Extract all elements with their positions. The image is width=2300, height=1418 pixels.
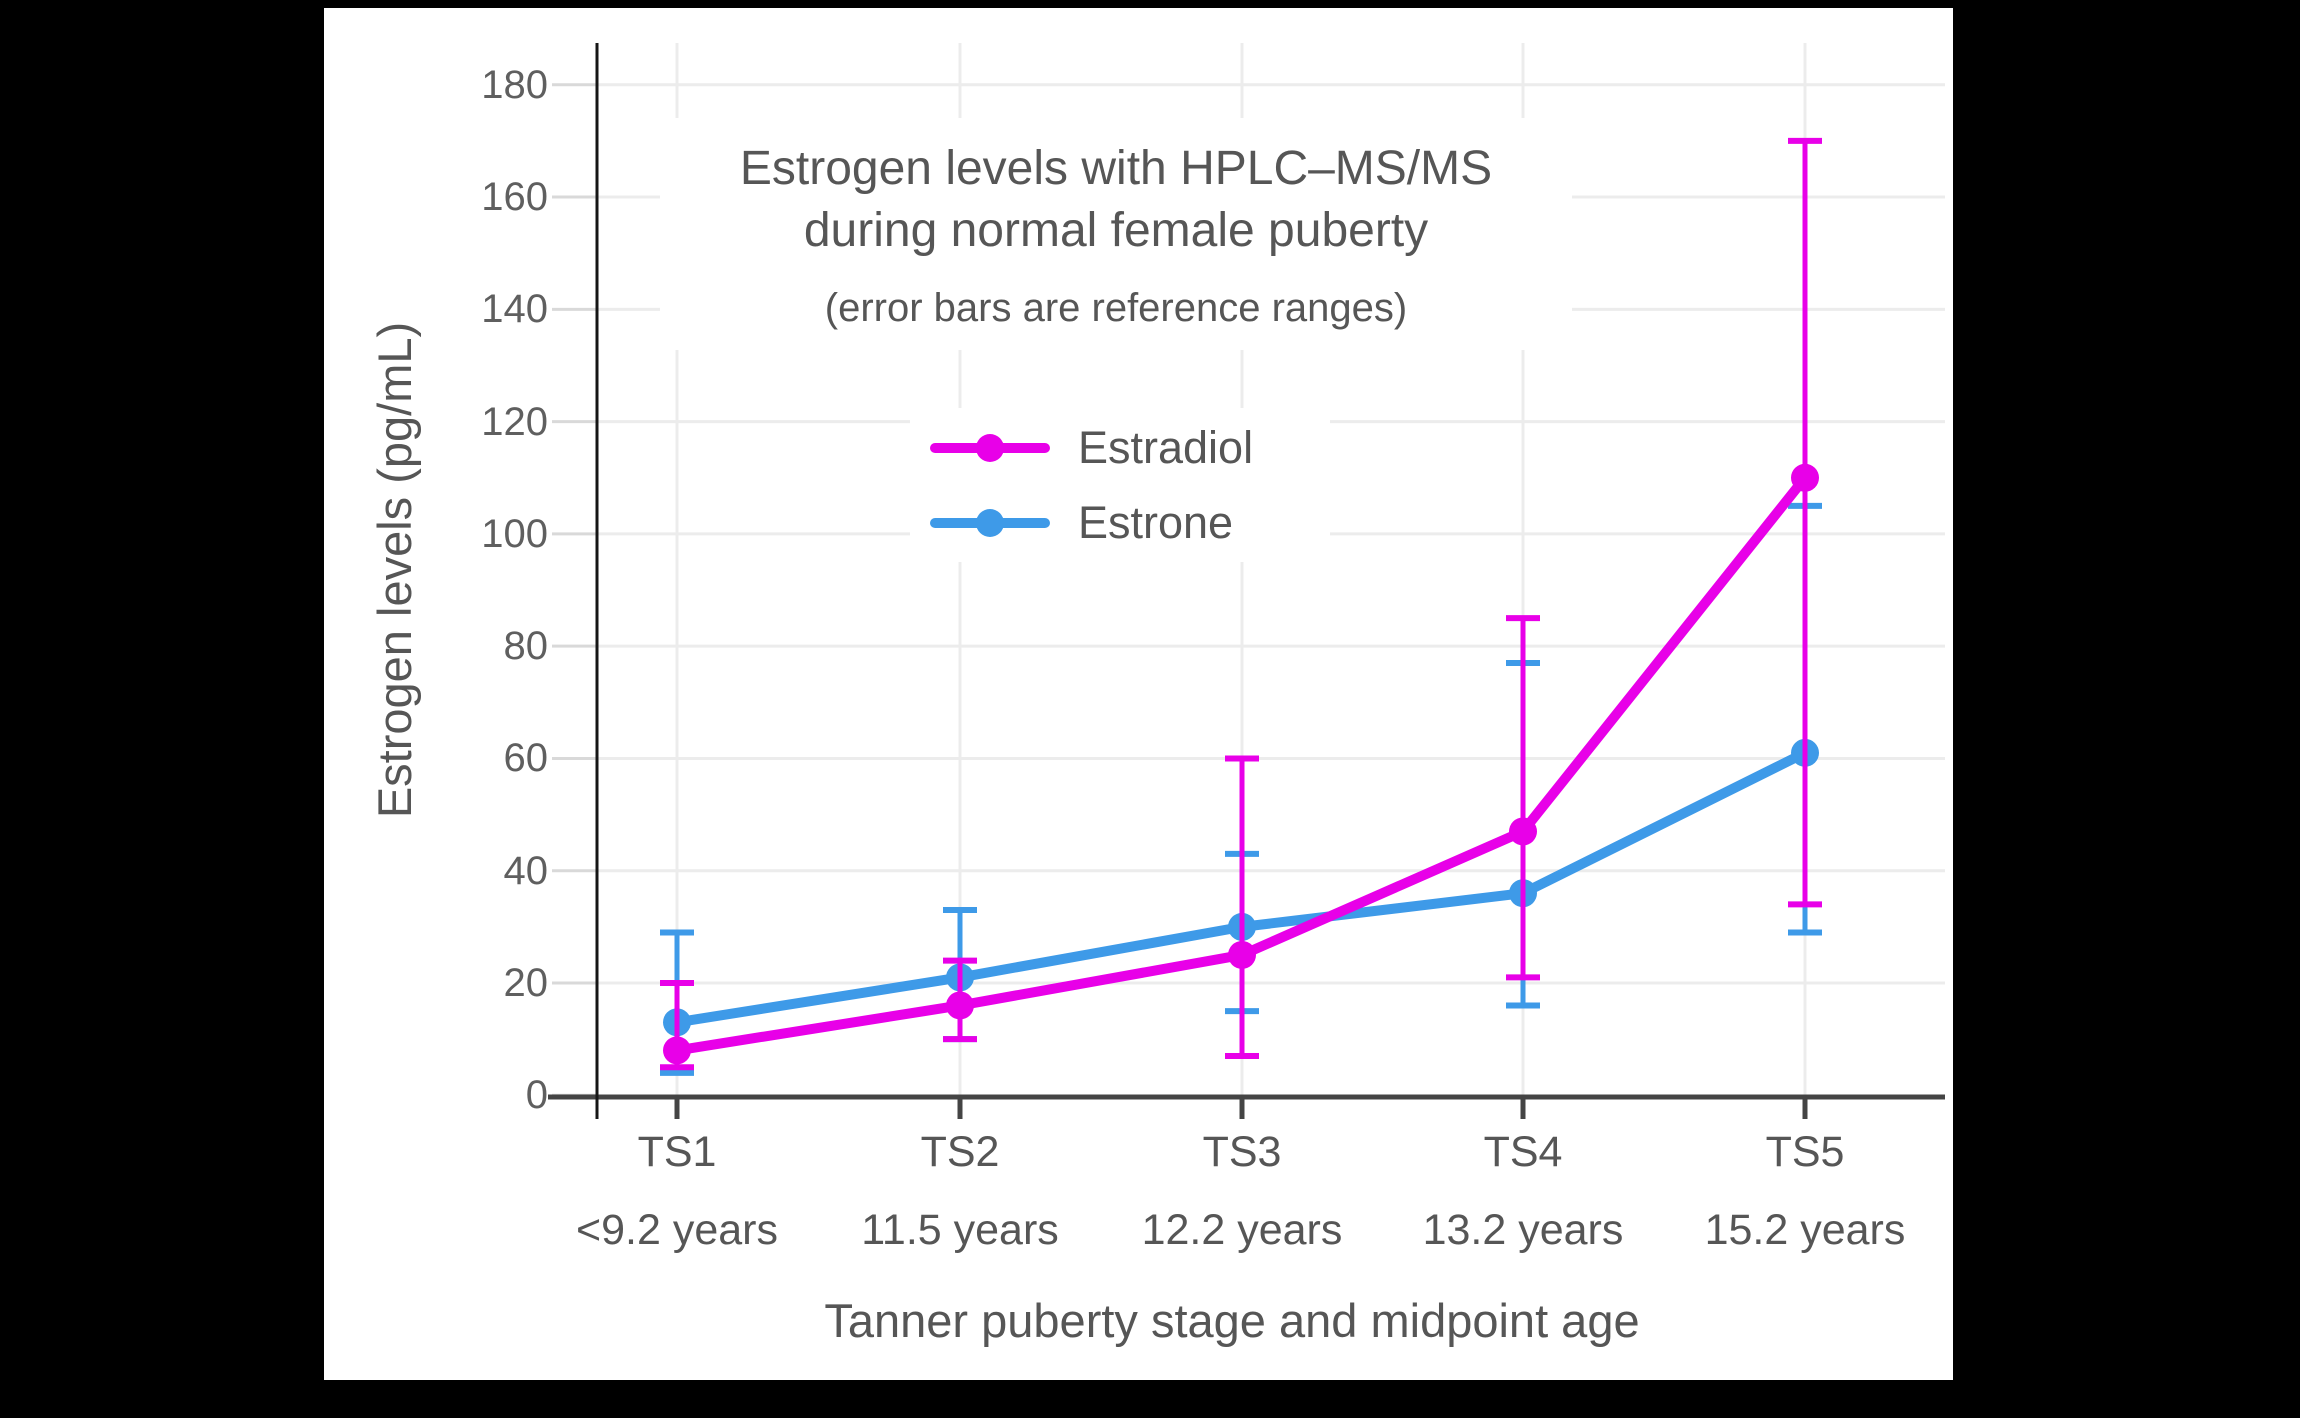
- data-point-estradiol-TS2: [946, 991, 974, 1020]
- legend-marker-estradiol-icon: [930, 433, 1050, 462]
- legend-label-estrone: Estrone: [1078, 496, 1234, 548]
- y-tick-label-120: 120: [481, 399, 548, 444]
- age-label-TS4: 13.2 years: [1422, 1206, 1624, 1254]
- x-tick-label-TS3: TS3: [1202, 1128, 1282, 1176]
- chart-title-block: Estrogen levels with HPLC–MS/MS during n…: [660, 118, 1572, 350]
- chart-title-line2: during normal female puberty: [803, 204, 1429, 257]
- chart-subtitle: (error bars are reference ranges): [824, 286, 1408, 330]
- legend-dot-estradiol: [976, 433, 1004, 462]
- data-point-estradiol-TS3: [1228, 940, 1256, 969]
- y-tick-label-20: 20: [503, 961, 549, 1006]
- y-tick-label-160: 160: [481, 175, 548, 220]
- y-tick-label-180: 180: [481, 62, 548, 107]
- chart-title-line1: Estrogen levels with HPLC–MS/MS: [739, 142, 1493, 195]
- x-tick-label-TS4: TS4: [1483, 1128, 1563, 1176]
- age-label-TS3: 12.2 years: [1141, 1206, 1343, 1254]
- y-tick-label-60: 60: [503, 736, 549, 781]
- data-point-estradiol-TS4: [1509, 817, 1537, 846]
- age-label-TS5: 15.2 years: [1704, 1206, 1906, 1254]
- x-tick-label-TS5: TS5: [1765, 1128, 1845, 1176]
- legend-marker-estrone-icon: [930, 508, 1050, 537]
- y-tick-label-0: 0: [525, 1073, 548, 1118]
- legend-dot-estrone: [976, 508, 1004, 537]
- legend-item-estrone: Estrone: [910, 485, 1330, 560]
- data-point-estradiol-TS5: [1791, 463, 1819, 492]
- x-tick-label-TS2: TS2: [920, 1128, 1000, 1176]
- x-tick-label-TS1: TS1: [637, 1128, 717, 1176]
- y-tick-label-80: 80: [503, 624, 549, 669]
- x-axis-title: Tanner puberty stage and midpoint age: [824, 1294, 1640, 1347]
- y-tick-label-40: 40: [503, 848, 549, 893]
- legend-label-estradiol: Estradiol: [1078, 421, 1254, 473]
- legend-item-estradiol: Estradiol: [910, 410, 1330, 485]
- age-label-TS2: 11.5 years: [861, 1206, 1059, 1254]
- data-point-estradiol-TS1: [663, 1036, 691, 1065]
- y-tick-label-140: 140: [481, 287, 548, 332]
- legend: Estradiol Estrone: [910, 408, 1330, 562]
- age-label-TS1: <9.2 years: [576, 1206, 778, 1254]
- y-tick-label-100: 100: [481, 511, 548, 556]
